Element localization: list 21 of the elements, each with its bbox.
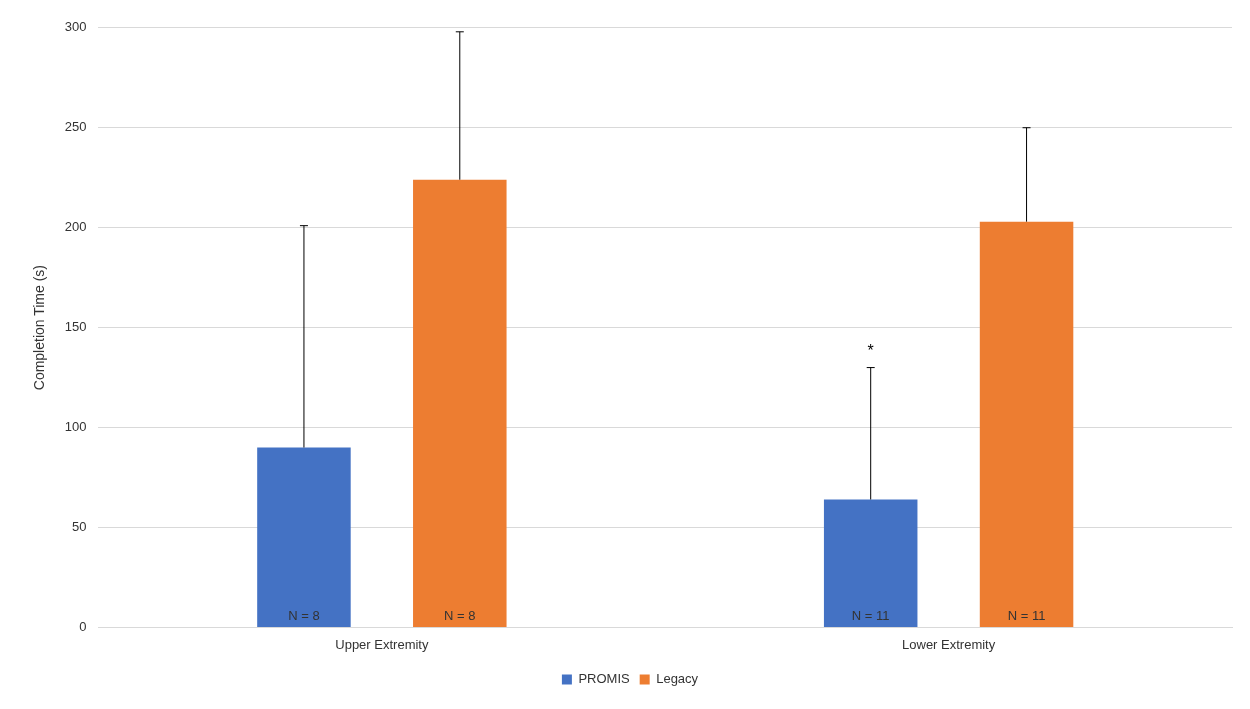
x-tick-label: Upper Extremity [335, 636, 429, 652]
annotation: N = 11 [851, 608, 890, 624]
annotation: * [867, 341, 874, 359]
y-tick-label: 300 [64, 19, 87, 35]
y-tick-label: 250 [64, 119, 87, 135]
bar [257, 447, 351, 627]
annotation: N = 8 [288, 608, 320, 624]
y-tick-label: 50 [72, 519, 87, 535]
y-tick-label: 100 [64, 419, 87, 435]
bar [979, 221, 1074, 627]
y-tick-label: 0 [79, 618, 87, 634]
bar [823, 499, 918, 627]
bar [413, 179, 507, 627]
annotation: N = 8 [444, 608, 476, 624]
y-axis-title: Completion Time (s) [31, 264, 48, 391]
annotation: N = 11 [1007, 608, 1046, 624]
y-tick-label: 150 [64, 319, 87, 335]
y-tick-label: 200 [64, 219, 87, 235]
x-tick-label: Lower Extremity [902, 636, 996, 652]
legend-label: Legacy [656, 671, 699, 687]
legend-label: PROMIS [578, 671, 631, 687]
